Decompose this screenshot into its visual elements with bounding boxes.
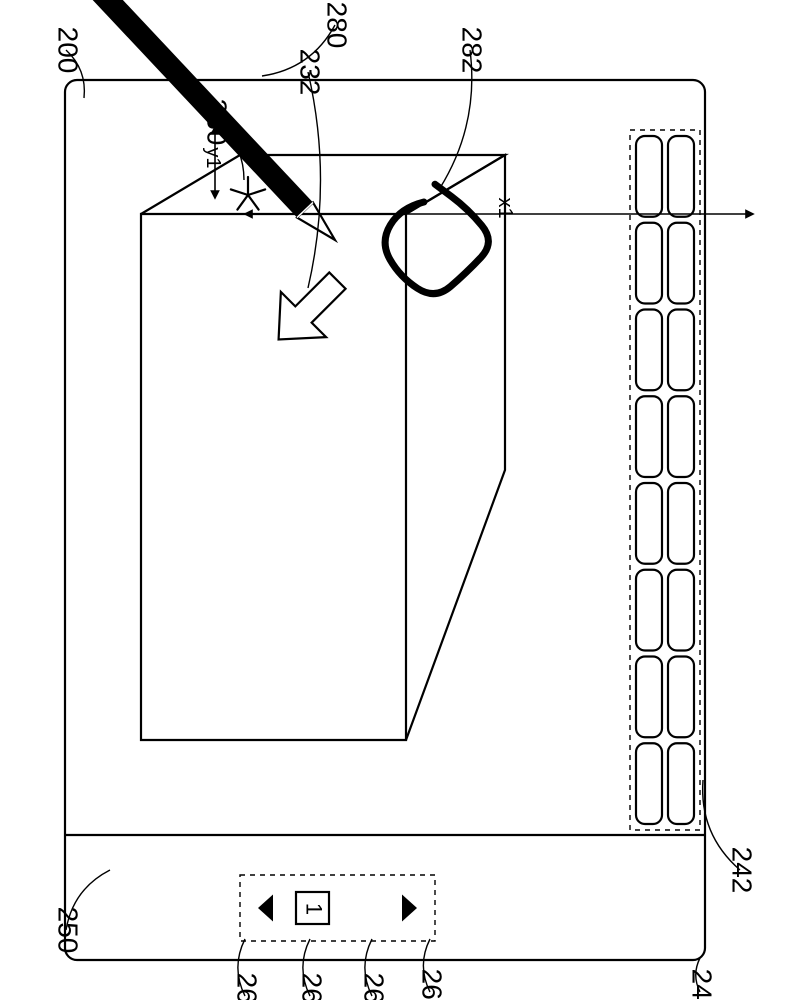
palette-swatch[interactable] xyxy=(636,657,662,738)
palette-box xyxy=(630,130,700,830)
ref-label: 282 xyxy=(457,27,488,74)
ref-leader xyxy=(308,72,321,288)
direction-arrow-icon xyxy=(256,258,360,362)
palette-swatch[interactable] xyxy=(636,136,662,217)
figure-diagram: x1y1120025024024223023228028226026226426… xyxy=(0,0,789,1000)
stepper-up-icon[interactable] xyxy=(402,895,417,922)
ref-label: 240 xyxy=(687,969,718,1000)
palette-swatch[interactable] xyxy=(668,223,694,304)
palette-swatch[interactable] xyxy=(636,483,662,564)
palette-swatch[interactable] xyxy=(668,396,694,477)
palette-swatch[interactable] xyxy=(668,483,694,564)
palette-swatch[interactable] xyxy=(636,310,662,391)
palette-swatch[interactable] xyxy=(636,570,662,651)
cuboid-front xyxy=(141,214,406,740)
ref-label: 230 xyxy=(202,99,233,146)
ref-label: 250 xyxy=(53,907,84,954)
ref-label: 242 xyxy=(727,847,758,894)
stepper-down-icon[interactable] xyxy=(258,895,273,922)
dim-x1-label: x1 xyxy=(494,197,516,218)
outer-frame xyxy=(65,80,705,960)
stylus-body xyxy=(89,0,305,210)
palette-swatch[interactable] xyxy=(668,743,694,824)
dim-y1-label: y1 xyxy=(202,147,224,168)
ref-label: 266 xyxy=(297,973,328,1000)
palette-swatch[interactable] xyxy=(668,657,694,738)
ref-label: 262 xyxy=(359,973,390,1000)
palette-swatch[interactable] xyxy=(668,570,694,651)
palette-swatch[interactable] xyxy=(668,310,694,391)
cursor-starburst xyxy=(231,177,265,210)
ref-label: 280 xyxy=(322,2,353,49)
palette-swatch[interactable] xyxy=(636,223,662,304)
cuboid-top xyxy=(141,155,505,214)
palette-swatch[interactable] xyxy=(668,136,694,217)
palette-swatch[interactable] xyxy=(636,743,662,824)
stepper-value: 1 xyxy=(302,903,327,915)
ref-label: 200 xyxy=(53,27,84,74)
palette-swatch[interactable] xyxy=(636,396,662,477)
ref-label: 260 xyxy=(417,969,448,1000)
freehand-scribble xyxy=(385,184,488,293)
ref-label: 264 xyxy=(232,973,263,1000)
